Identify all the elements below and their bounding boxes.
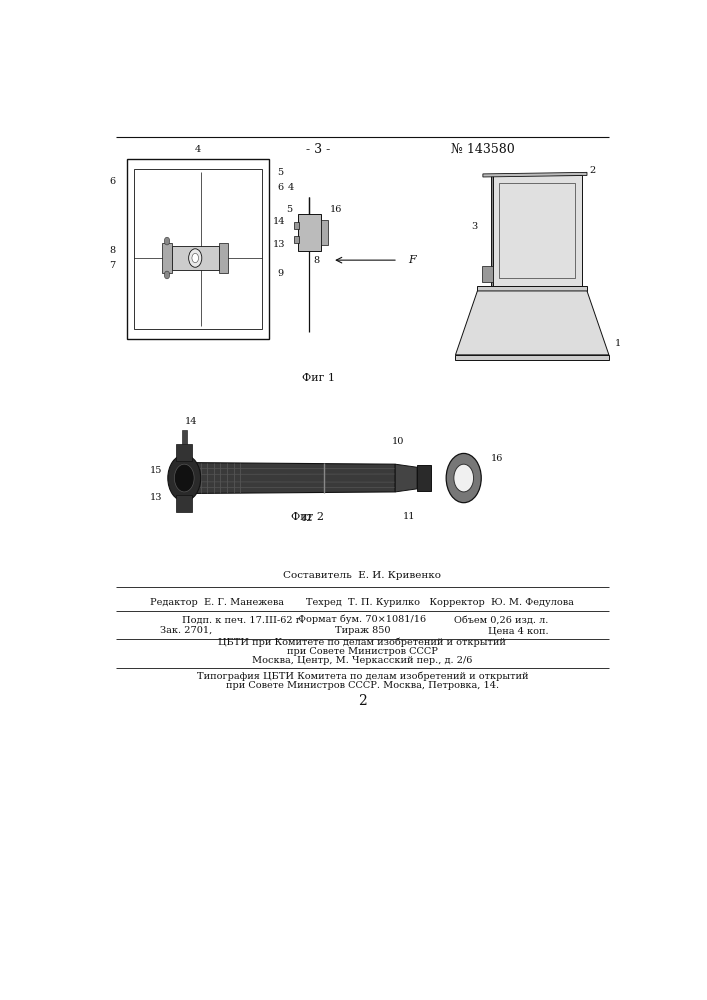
Text: Зак. 2701,: Зак. 2701, — [160, 626, 212, 635]
Bar — [172, 246, 218, 270]
Bar — [294, 222, 299, 229]
Text: 16: 16 — [329, 205, 342, 214]
Circle shape — [446, 453, 481, 503]
Text: 13: 13 — [150, 493, 163, 502]
Bar — [127, 158, 269, 339]
Polygon shape — [477, 286, 587, 291]
Bar — [417, 465, 431, 491]
Text: 14: 14 — [185, 417, 197, 426]
Text: Фиг 2: Фиг 2 — [291, 512, 324, 522]
Bar — [176, 444, 192, 461]
Bar — [218, 243, 228, 273]
Text: 6: 6 — [277, 183, 284, 192]
Text: Москва, Центр, М. Черкасский пер., д. 2/6: Москва, Центр, М. Черкасский пер., д. 2/… — [252, 656, 472, 665]
Text: № 143580: № 143580 — [451, 143, 515, 156]
Circle shape — [175, 464, 194, 492]
Polygon shape — [455, 291, 609, 355]
Text: ЦБТИ при Комитете по делам изобретений и открытий: ЦБТИ при Комитете по делам изобретений и… — [218, 637, 506, 647]
Polygon shape — [491, 174, 501, 286]
Text: при Совете Министров СССР. Москва, Петровка, 14.: при Совете Министров СССР. Москва, Петро… — [226, 681, 499, 690]
Text: Составитель  Е. И. Кривенко: Составитель Е. И. Кривенко — [284, 571, 441, 580]
Polygon shape — [493, 175, 582, 286]
Polygon shape — [395, 464, 417, 492]
Text: 7: 7 — [110, 261, 116, 270]
Text: Цена 4 коп.: Цена 4 коп. — [488, 626, 549, 635]
Text: 16: 16 — [491, 454, 503, 463]
Text: F: F — [408, 255, 416, 265]
Text: 8: 8 — [314, 256, 320, 265]
Text: 15: 15 — [150, 466, 163, 475]
Circle shape — [164, 271, 170, 279]
Text: 5: 5 — [277, 168, 284, 177]
Text: 1: 1 — [614, 339, 621, 348]
Text: 14: 14 — [273, 217, 285, 226]
Text: 9: 9 — [277, 269, 284, 278]
Bar — [176, 495, 192, 512]
Text: Редактор  Е. Г. Манежева       Техред  Т. П. Курилко   Корректор  Ю. М. Федулова: Редактор Е. Г. Манежева Техред Т. П. Кур… — [151, 598, 574, 607]
Text: Объем 0,26 изд. л.: Объем 0,26 изд. л. — [455, 615, 549, 624]
Bar — [321, 220, 328, 245]
Text: 8: 8 — [110, 246, 116, 255]
Bar — [134, 169, 262, 329]
Text: Формат бум. 70×1081/16: Формат бум. 70×1081/16 — [298, 615, 426, 624]
Circle shape — [189, 249, 201, 267]
Text: 6: 6 — [110, 177, 116, 186]
Circle shape — [168, 455, 201, 501]
Bar — [182, 430, 187, 444]
Text: 13: 13 — [273, 240, 285, 249]
Bar — [294, 235, 299, 243]
Circle shape — [164, 237, 170, 245]
Text: 2: 2 — [590, 166, 596, 175]
Text: 5: 5 — [286, 205, 293, 214]
Text: при Совете Министров СССР: при Совете Министров СССР — [287, 647, 438, 656]
Text: 2: 2 — [358, 694, 367, 708]
Text: 4: 4 — [195, 145, 201, 154]
Text: 11: 11 — [403, 512, 415, 521]
Bar — [162, 243, 172, 273]
Text: 10: 10 — [392, 437, 404, 446]
Text: Подп. к печ. 17.III-62 г.: Подп. к печ. 17.III-62 г. — [182, 615, 303, 624]
Text: Типография ЦБТИ Комитета по делам изобретений и открытий: Типография ЦБТИ Комитета по делам изобре… — [197, 671, 528, 681]
Polygon shape — [194, 463, 395, 493]
Text: - 3 -: - 3 - — [306, 143, 331, 156]
Polygon shape — [483, 172, 587, 177]
Text: 3: 3 — [471, 222, 477, 231]
Polygon shape — [481, 266, 493, 282]
Bar — [298, 214, 321, 251]
Text: Тираж 850: Тираж 850 — [334, 626, 390, 635]
Circle shape — [192, 253, 199, 263]
Circle shape — [454, 464, 474, 492]
Text: 4: 4 — [288, 183, 294, 192]
Text: 12: 12 — [301, 514, 314, 523]
Text: Фиг 1: Фиг 1 — [302, 373, 335, 383]
Polygon shape — [455, 355, 609, 360]
